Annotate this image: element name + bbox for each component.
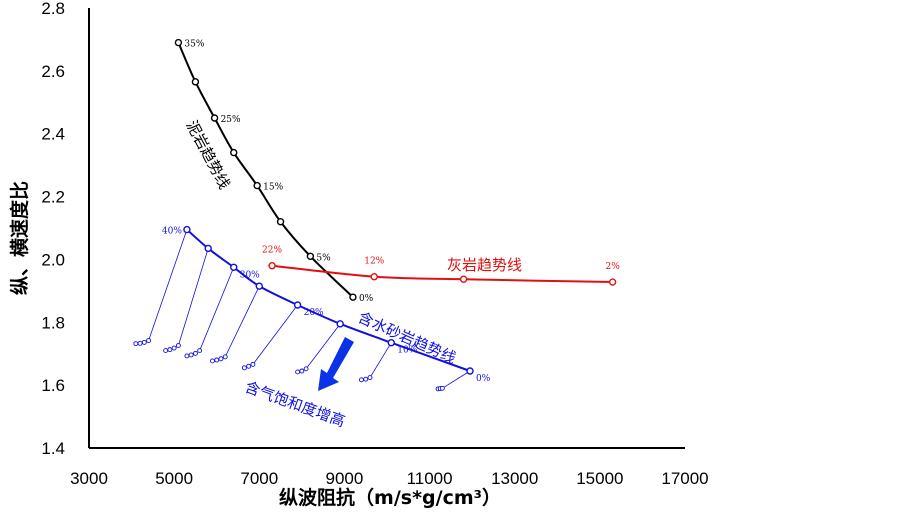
gas-cluster-point: [188, 352, 194, 358]
series-point: [204, 244, 212, 253]
point-label: 0%: [476, 374, 491, 384]
gas-cluster-point: [222, 354, 228, 360]
gas-cluster-point: [241, 365, 247, 371]
limestone-trend-label: 灰岩趋势线: [447, 256, 522, 274]
gas-cluster-point: [246, 363, 252, 369]
gas-cluster-point: [359, 377, 364, 383]
series-line: [271, 264, 613, 284]
series-point: [230, 263, 238, 271]
gas-cluster-point: [175, 343, 181, 348]
gas-cluster-point: [299, 368, 305, 374]
gas-cluster-point: [163, 348, 169, 354]
gas-cluster-point: [167, 347, 173, 353]
series-point: [349, 293, 357, 301]
gas-cluster-point: [210, 358, 215, 364]
series-point: [183, 225, 191, 234]
series-point: [255, 282, 263, 290]
point-label: 2%: [605, 262, 620, 272]
cluster-connector-line: [305, 323, 341, 370]
series-point: [293, 301, 302, 309]
point-label: 10%: [397, 346, 417, 356]
cluster-connector-line: [252, 304, 298, 365]
cluster-connector-line: [148, 229, 188, 341]
x-tick-label: 15000: [576, 469, 623, 488]
x-tick-label: 5000: [155, 469, 193, 488]
y-tick-label: 2.0: [41, 250, 65, 269]
gas-cluster-point: [146, 338, 152, 343]
series-point: [459, 275, 468, 283]
y-tick-label: 2.6: [41, 62, 65, 81]
gas-cluster-point: [141, 339, 147, 345]
tick-labels: 3000 5000 7000 9000 11000 13000 15000 17000 1.4 1…: [41, 0, 708, 488]
sandstone-trend-label: 含水砂岩趋势线: [355, 308, 458, 367]
mudstone-trend-label: 泥岩趋势线: [182, 117, 233, 192]
gas-increase-arrow: [318, 337, 354, 391]
gas-cluster-point: [363, 376, 369, 382]
x-tick-label: 13000: [491, 469, 538, 488]
series-point: [370, 273, 378, 281]
series-point: [174, 38, 183, 47]
x-tick-label: 17000: [661, 469, 708, 488]
gas-cluster-point: [303, 366, 309, 372]
gas-cluster-point: [439, 385, 445, 391]
gas-cluster-point: [197, 348, 203, 354]
gas-cluster-point: [137, 340, 143, 346]
cluster-connector-line: [369, 342, 392, 378]
point-label: 35%: [184, 40, 204, 50]
series-point: [230, 148, 238, 157]
gas-saturation-clusters: [133, 229, 471, 392]
x-tick-label: 3000: [70, 469, 108, 488]
cluster-connector-line: [224, 285, 260, 358]
series-point: [276, 218, 285, 226]
gas-cluster-point: [250, 361, 256, 367]
series-group: 35% 25% 15% 5% 0% 22% 12% 2% 40% 30% 20% 10% 0%: [162, 38, 620, 384]
y-tick-label: 2.8: [41, 0, 65, 18]
x-axis-title: 纵波阻抗（m/s*g/cm³）: [279, 486, 501, 509]
y-tick-label: 2.4: [41, 125, 65, 144]
chart-axes: [88, 8, 685, 449]
y-tick-label: 1.4: [41, 439, 65, 458]
series-point: [306, 252, 315, 260]
x-tick-label: 9000: [326, 469, 364, 488]
cluster-connector-line: [442, 370, 471, 389]
point-label: 5%: [316, 253, 331, 263]
y-axis-title: 纵、横速度比: [8, 181, 31, 295]
y-tick-label: 2.2: [41, 188, 65, 207]
gas-cluster-point: [133, 341, 139, 347]
series-point: [608, 278, 617, 286]
cluster-connector-line: [178, 248, 209, 346]
gas-cluster-point: [184, 353, 190, 359]
series-point: [268, 262, 276, 270]
series-point: [210, 114, 219, 122]
gas-cluster-point: [192, 350, 198, 356]
series-point: [191, 78, 200, 86]
point-label: 30%: [240, 270, 260, 280]
point-label: 20%: [304, 308, 324, 318]
point-label: 15%: [263, 183, 283, 193]
gas-cluster-point: [171, 345, 177, 351]
gas-cluster-point: [218, 356, 224, 362]
point-label: 12%: [364, 257, 384, 267]
x-tick-label: 11000: [407, 469, 453, 488]
point-label: 25%: [221, 115, 241, 125]
y-tick-label: 1.6: [41, 376, 65, 395]
series-point: [387, 339, 395, 347]
series-point: [336, 320, 344, 328]
gas-cluster-point: [214, 357, 220, 363]
point-label: 40%: [162, 227, 182, 237]
gas-cluster-point: [295, 369, 301, 375]
y-tick-label: 1.8: [41, 313, 65, 332]
series-point: [466, 367, 474, 375]
x-tick-label: 7000: [240, 469, 278, 488]
series-point: [253, 181, 261, 190]
point-label: 22%: [262, 246, 282, 256]
gas-saturation-label: 含气饱和度增高: [243, 378, 348, 431]
cluster-connector-line: [199, 267, 235, 351]
gas-cluster-point: [367, 375, 373, 381]
point-label: 0%: [359, 294, 374, 304]
